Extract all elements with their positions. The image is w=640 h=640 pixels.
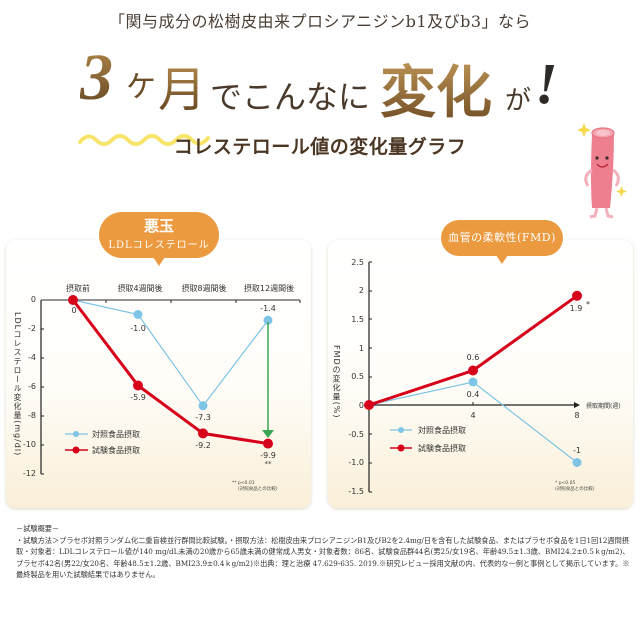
headline-month: 月	[158, 50, 206, 120]
fmd-ytick: -1.5	[348, 487, 364, 496]
ldl-chart-panel	[6, 240, 311, 508]
ldl-ytick: -8	[28, 411, 36, 420]
ldl-label-test-3: -9.9	[260, 451, 276, 460]
headline-exclamation: !	[535, 51, 558, 116]
fmd-title-bubble: 血管の柔軟性(FMD)	[441, 220, 563, 264]
ldl-title-line1: 悪玉	[143, 217, 174, 235]
fmd-label-control-1: 0.4	[466, 390, 480, 399]
ldl-label-control-3: -1.4	[260, 304, 276, 313]
headline-counter: ケ	[126, 70, 156, 105]
fmd-title: 血管の柔軟性(FMD)	[448, 231, 556, 244]
headline-change: 変化	[380, 48, 492, 129]
ldl-annotation-text: ** p<0.01	[232, 481, 255, 486]
ldl-label-test-2: -9.2	[195, 441, 211, 450]
fmd-legend-test: 試験食品摂取	[418, 444, 466, 453]
headline-particle: が	[505, 86, 532, 116]
fmd-significance-marker: *	[586, 300, 590, 309]
ldl-ytick: -6	[28, 382, 36, 391]
footnote-body: ・試験方法＞プラセボ対照ランダム化二重盲検並行群間比較試験。・摂取方法：松樹皮由…	[16, 535, 630, 580]
fmd-annotation: * p<0.05 (対照食品との比較)	[555, 481, 594, 493]
ldl-title-line2: LDLコレステロール	[108, 240, 210, 251]
fmd-ytick: 0.5	[351, 372, 364, 381]
study-footnote: －試験概要－ ・試験方法＞プラセボ対照ランダム化二重盲検並行群間比較試験。・摂取…	[16, 523, 631, 581]
ldl-label-control-2: -7.3	[195, 413, 211, 422]
fmd-ytick: 2	[358, 286, 364, 295]
fmd-ytick: -1.0	[348, 458, 364, 467]
ldl-label-control-1: -1.0	[130, 324, 146, 333]
ldl-significance-marker: **	[264, 460, 272, 468]
fmd-ytick: 0	[358, 401, 364, 410]
intro-text: 「関与成分の松樹皮由来プロシアニジンb1及びb3」なら	[108, 12, 532, 31]
fmd-legend-control: 対照食品摂取	[418, 426, 466, 435]
ldl-y-axis-label: LDLコレステロール変化量(mg/dl)	[13, 312, 22, 457]
ldl-legend-test: 試験食品摂取	[92, 446, 140, 455]
fmd-x-axis-label: 摂取期間(週)	[586, 403, 621, 410]
fmd-chart-panel	[328, 240, 633, 508]
footnote-heading: －試験概要－	[16, 524, 60, 533]
ldl-annotation-sub: (対照食品との比較)	[238, 487, 278, 492]
fmd-xtick-4: 4	[470, 411, 476, 420]
ldl-ytick: 0	[30, 295, 36, 304]
ldl-ytick: -2	[28, 324, 36, 333]
ldl-category-3: 摂取12週間後	[243, 284, 295, 293]
ldl-ytick: -10	[22, 440, 36, 449]
fmd-label-test-2: 1.9	[569, 304, 583, 313]
ldl-plot	[40, 295, 301, 475]
fmd-ytick: -0.5	[348, 430, 364, 439]
ldl-ytick: -12	[22, 469, 36, 478]
ldl-label-test-1: -5.9	[130, 393, 146, 402]
blood-vessel-mascot-icon	[577, 123, 627, 219]
fmd-xtick-8: 8	[574, 411, 580, 420]
fmd-annotation-sub: (対照食品との比較)	[555, 487, 595, 492]
headline-number: 3	[80, 41, 113, 114]
fmd-plot	[364, 261, 582, 493]
subtitle: コレステロール値の変化量グラフ	[173, 136, 467, 158]
fmd-y-axis-label: FMDの変化量(%)	[332, 345, 341, 419]
ldl-category-2: 摂取8週間後	[181, 284, 227, 293]
ldl-title-bubble: 悪玉 LDLコレステロール	[99, 212, 219, 266]
fmd-label-control-2: -1	[573, 446, 581, 455]
ldl-ytick: -4	[28, 353, 36, 362]
ldl-category-0: 摂取前	[66, 284, 90, 293]
headline-middle: でこんなに	[210, 78, 371, 116]
fmd-ytick: 1.5	[351, 315, 364, 324]
fmd-ytick: 2.5	[351, 258, 364, 267]
fmd-label-test-1: 0.6	[466, 353, 480, 362]
ldl-label-test-0: 0	[71, 306, 77, 315]
ldl-category-1: 摂取4週間後	[117, 284, 163, 293]
fmd-annotation-text: * p<0.05	[555, 481, 576, 486]
ldl-legend-control: 対照食品摂取	[92, 430, 140, 439]
fmd-ytick: 1	[358, 344, 364, 353]
headline: 3 ケ 月 でこんなに 変化 が !	[0, 0, 640, 146]
ldl-annotation: ** p<0.01 (対照食品との比較)	[232, 481, 277, 493]
wave-underline-icon	[78, 134, 210, 146]
